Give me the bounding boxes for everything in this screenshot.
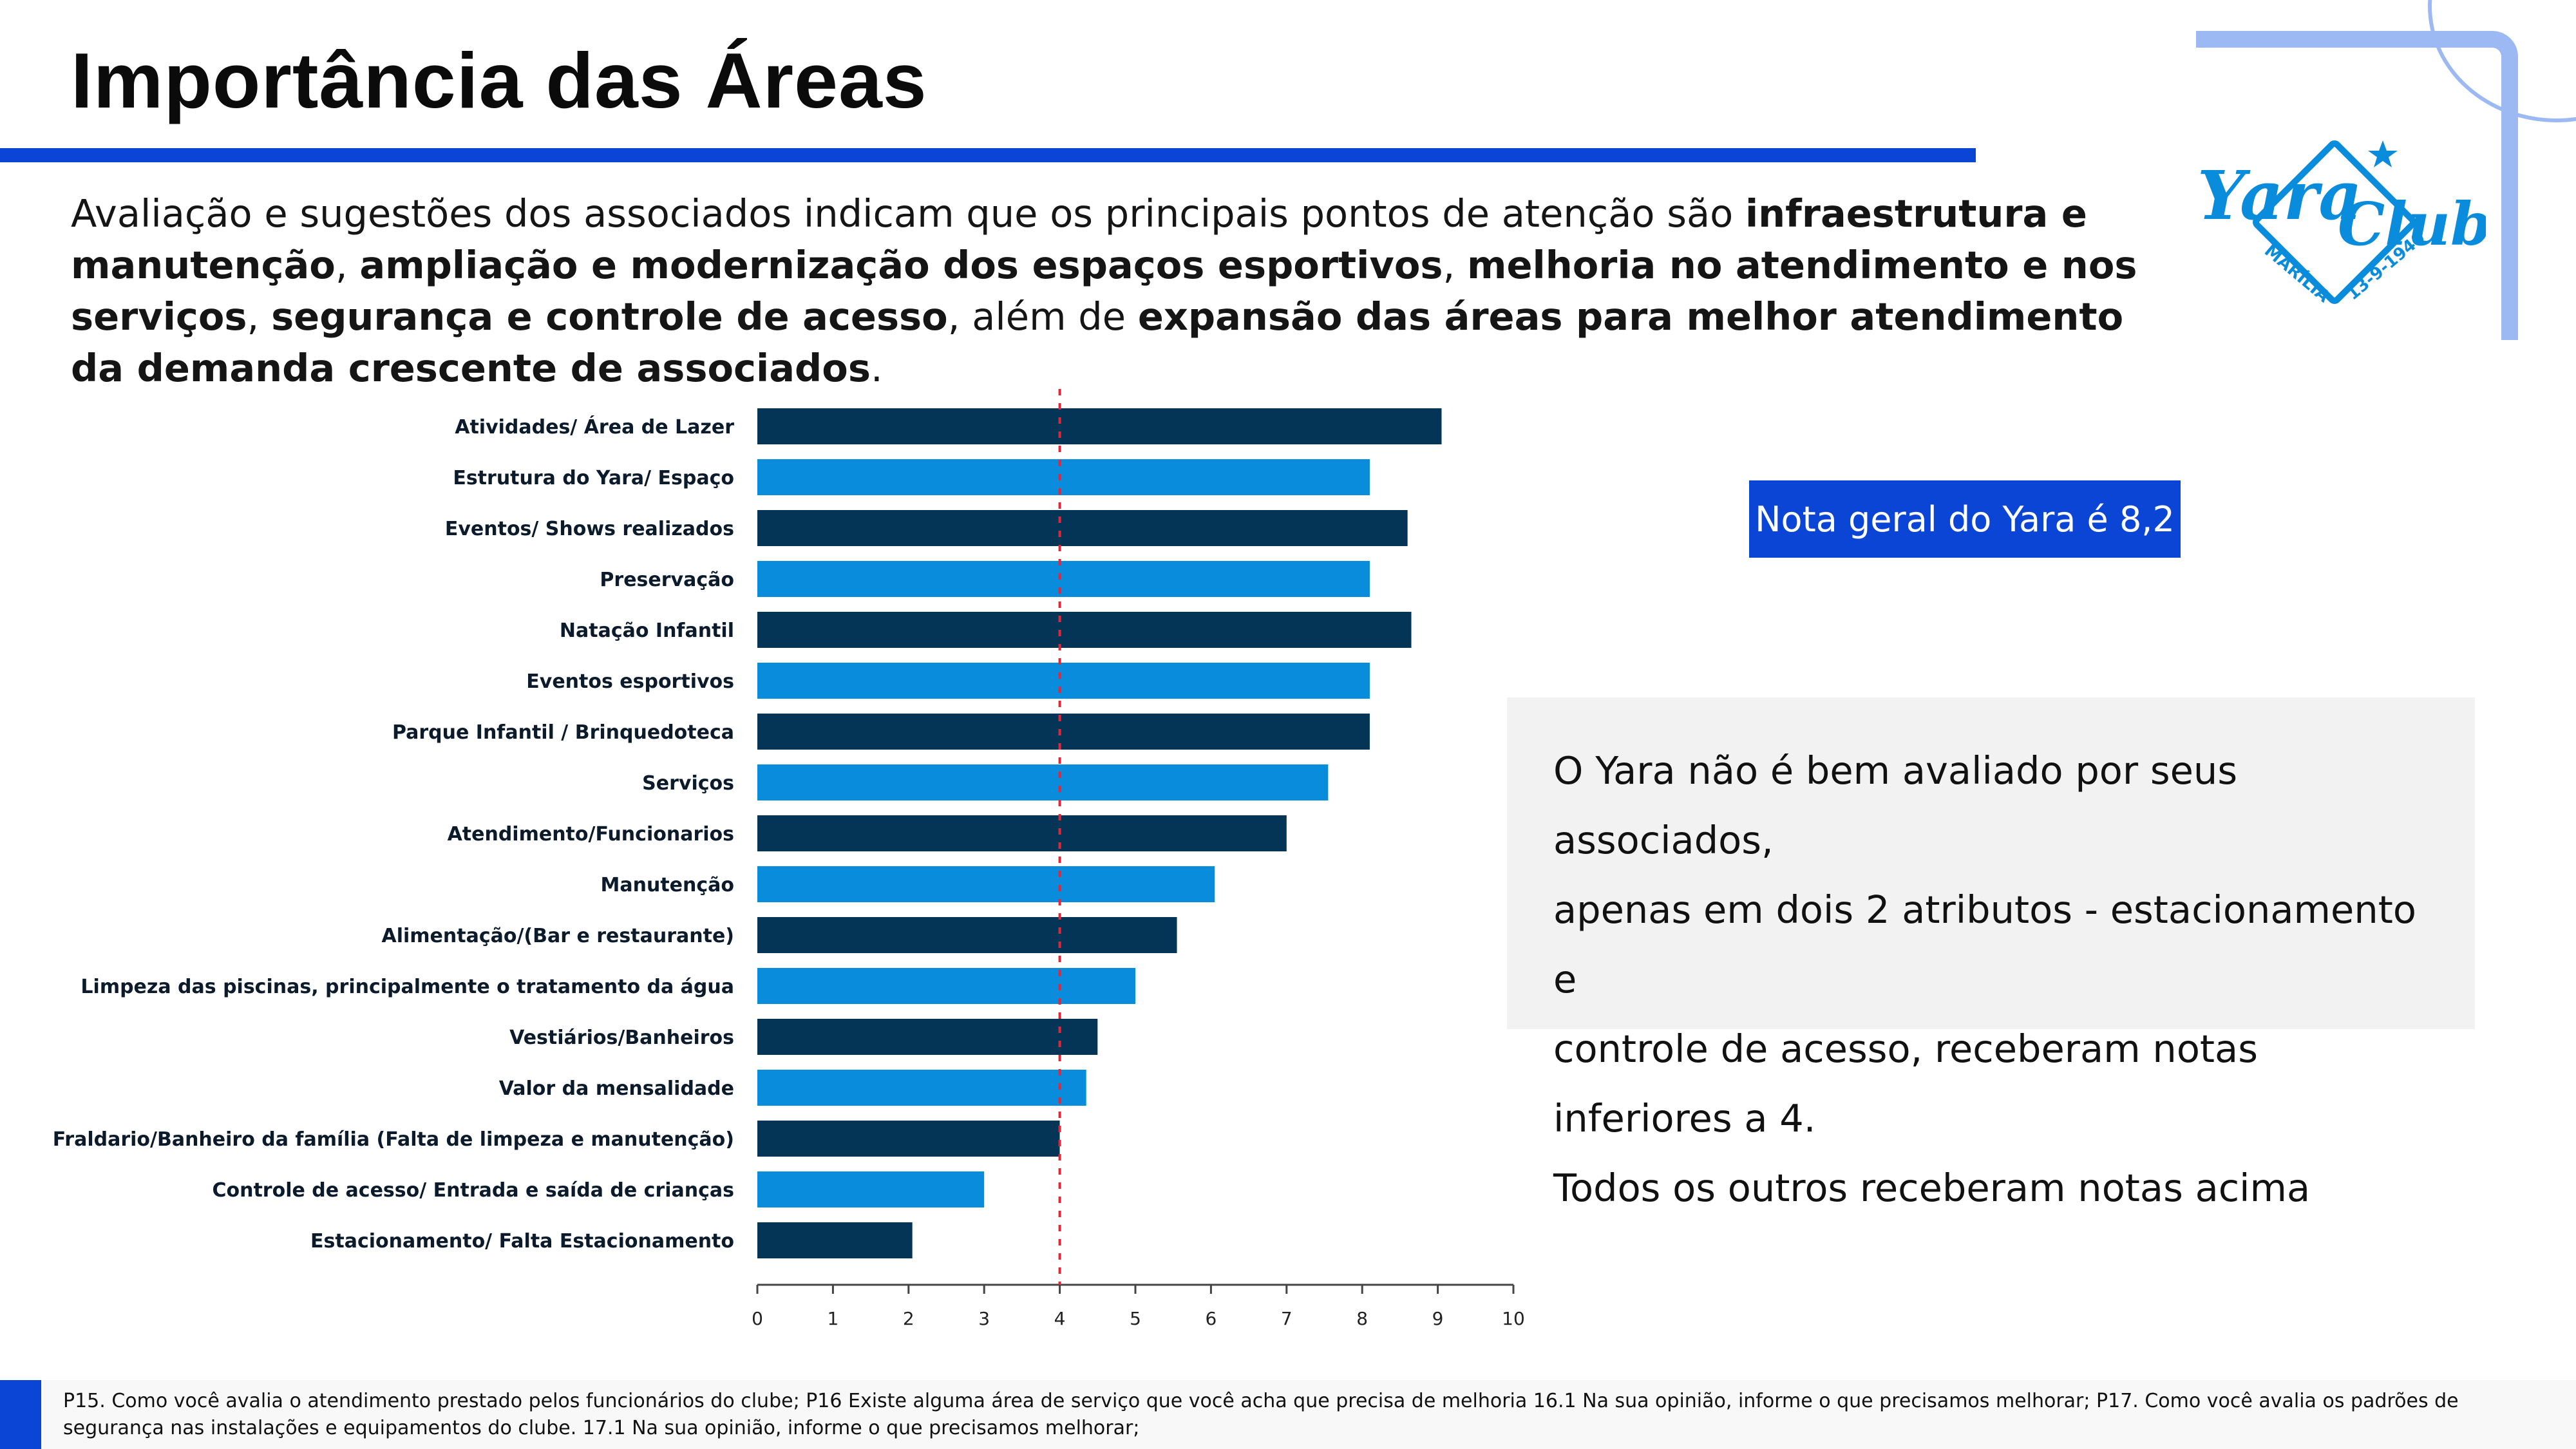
overall-score-badge: Nota geral do Yara é 8,2 bbox=[1749, 480, 2181, 558]
category-label: Manutenção bbox=[601, 874, 735, 896]
intro-paragraph: Avaliação e sugestões dos associados ind… bbox=[71, 188, 2164, 394]
intro-run: ampliação e modernização dos espaços esp… bbox=[359, 243, 1443, 287]
category-label: Serviços bbox=[642, 772, 734, 795]
category-label: Preservação bbox=[600, 569, 734, 591]
bar bbox=[757, 815, 1287, 851]
category-label: Eventos esportivos bbox=[526, 670, 734, 693]
x-tick-label: 9 bbox=[1432, 1308, 1444, 1329]
bar bbox=[757, 1171, 985, 1208]
intro-run: segurança e controle de acesso bbox=[271, 294, 948, 339]
category-label: Estacionamento/ Falta Estacionamento bbox=[310, 1230, 734, 1253]
intro-run: expansão das áreas para melhor atendimen… bbox=[71, 294, 2124, 390]
x-tick-label: 0 bbox=[752, 1308, 763, 1329]
bar bbox=[757, 459, 1370, 495]
x-tick-label: 5 bbox=[1130, 1308, 1141, 1329]
x-tick-label: 2 bbox=[903, 1308, 914, 1329]
intro-run: , bbox=[247, 294, 272, 339]
bar bbox=[757, 1121, 1060, 1157]
intro-run: , além de bbox=[947, 294, 1138, 339]
bar bbox=[757, 1222, 913, 1258]
x-tick-label: 4 bbox=[1054, 1308, 1066, 1329]
category-label: Valor da mensalidade bbox=[499, 1077, 734, 1100]
intro-run: melhoria no atendimento e nos serviços bbox=[71, 243, 2137, 339]
category-label: Parque Infantil / Brinquedoteca bbox=[392, 721, 734, 744]
bar bbox=[757, 663, 1370, 699]
page-title: Importância das Áreas bbox=[71, 37, 927, 124]
footer: P15. Como você avalia o atendimento pres… bbox=[0, 1380, 2576, 1449]
svg-text:Yara: Yara bbox=[2197, 156, 2362, 235]
bar bbox=[757, 968, 1135, 1004]
category-label: Limpeza das piscinas, principalmente o t… bbox=[80, 976, 734, 998]
intro-run: infraestrutura e manutenção bbox=[71, 191, 2087, 287]
yara-clube-logo: Yara Clube MARÍLIA 13-9-1940 bbox=[2197, 140, 2486, 307]
bar bbox=[757, 510, 1408, 546]
bar bbox=[757, 866, 1215, 902]
category-label: Estrutura do Yara/ Espaço bbox=[453, 467, 734, 489]
x-tick-label: 1 bbox=[827, 1308, 838, 1329]
bar bbox=[757, 714, 1370, 750]
category-label: Fraldario/Banheiro da família (Falta de … bbox=[53, 1128, 734, 1151]
category-label: Controle de acesso/ Entrada e saída de c… bbox=[212, 1179, 734, 1202]
footer-accent-tab bbox=[0, 1380, 41, 1449]
svg-text:Clube: Clube bbox=[2338, 189, 2486, 259]
bar bbox=[757, 1070, 1086, 1106]
intro-run: . bbox=[870, 346, 883, 390]
bar bbox=[757, 612, 1412, 648]
category-label: Alimentação/(Bar e restaurante) bbox=[381, 925, 734, 947]
x-tick-label: 3 bbox=[978, 1308, 990, 1329]
category-label: Atividades/ Área de Lazer bbox=[455, 415, 734, 439]
x-tick-label: 6 bbox=[1205, 1308, 1217, 1329]
importance-bar-chart: Atividades/ Área de Lazer Estrutura do Ya… bbox=[53, 389, 1525, 1329]
category-label: Natação Infantil bbox=[560, 620, 734, 642]
insight-line: O Yara não é bem avaliado por seus assoc… bbox=[1553, 748, 2238, 862]
category-label: Vestiários/Banheiros bbox=[509, 1027, 734, 1049]
insight-line: Todos os outros receberam notas acima bbox=[1553, 1166, 2311, 1210]
bar bbox=[757, 408, 1442, 444]
x-tick-label: 10 bbox=[1502, 1308, 1525, 1329]
bar bbox=[757, 764, 1329, 800]
bar bbox=[757, 1019, 1098, 1055]
intro-run: , bbox=[335, 243, 360, 287]
intro-run: Avaliação e sugestões dos associados ind… bbox=[71, 191, 1745, 236]
insight-panel: O Yara não é bem avaliado por seus assoc… bbox=[1507, 697, 2475, 1210]
category-label: Atendimento/Funcionarios bbox=[448, 823, 734, 846]
intro-run: , bbox=[1443, 243, 1467, 287]
bar bbox=[757, 561, 1370, 597]
logo-city: MARÍLIA bbox=[2260, 240, 2334, 307]
bar bbox=[757, 917, 1177, 953]
footer-note: P15. Como você avalia o atendimento pres… bbox=[63, 1390, 2459, 1439]
insight-line: apenas em dois 2 atributos - estacioname… bbox=[1553, 887, 2416, 1001]
x-tick-label: 8 bbox=[1356, 1308, 1368, 1329]
insight-line: controle de acesso, receberam notas infe… bbox=[1553, 1027, 2258, 1141]
x-tick-label: 7 bbox=[1281, 1308, 1293, 1329]
title-underline bbox=[0, 148, 1976, 162]
category-label: Eventos/ Shows realizados bbox=[445, 518, 734, 540]
